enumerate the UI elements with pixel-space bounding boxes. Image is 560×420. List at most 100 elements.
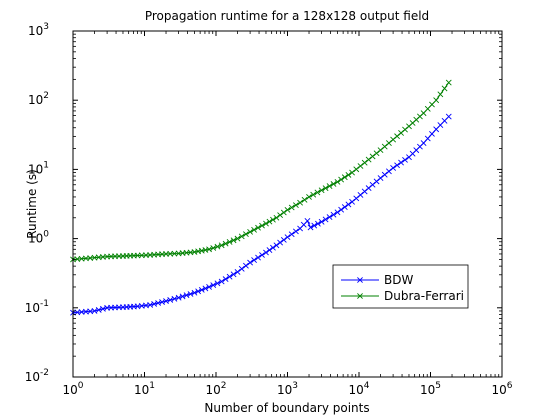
data-point — [266, 218, 273, 225]
data-point — [310, 191, 317, 198]
data-point — [297, 199, 304, 206]
series-1 — [70, 113, 452, 316]
plot-frame — [72, 30, 503, 378]
data-point — [214, 280, 221, 287]
data-point — [234, 235, 241, 242]
data-point — [191, 289, 198, 296]
data-point — [273, 242, 280, 249]
data-point — [318, 218, 325, 225]
data-point — [91, 308, 98, 314]
data-point — [385, 168, 392, 175]
data-point — [187, 291, 194, 297]
data-point — [314, 189, 321, 196]
x-tick-label: 100 — [62, 381, 83, 397]
data-point — [206, 246, 212, 253]
data-point — [441, 85, 448, 92]
legend-item: BDW — [341, 273, 413, 287]
data-point — [292, 202, 299, 209]
data-point — [198, 286, 205, 293]
data-point — [266, 247, 273, 254]
data-point — [218, 242, 225, 249]
data-point — [195, 288, 202, 295]
data-point — [385, 140, 392, 146]
y-tick-label: 10-1 — [25, 299, 49, 315]
x-tick-label: 106 — [491, 381, 512, 397]
data-point — [357, 163, 364, 169]
data-point — [398, 159, 404, 166]
data-point — [179, 293, 186, 300]
data-point — [247, 228, 254, 235]
data-point — [259, 222, 265, 229]
data-point — [353, 195, 360, 202]
data-point — [183, 292, 190, 299]
data-point — [349, 169, 355, 176]
data-point — [433, 97, 440, 104]
data-point — [251, 257, 257, 263]
y-axis-label: Runtime (s) — [25, 169, 39, 239]
legend-box — [332, 264, 469, 309]
data-point — [238, 265, 245, 272]
data-point — [334, 178, 341, 185]
data-point — [338, 176, 345, 183]
chart-title: Propagation runtime for a 128x128 output… — [145, 9, 429, 23]
data-point — [420, 140, 427, 147]
data-point — [307, 224, 314, 231]
data-point — [398, 129, 404, 136]
data-point — [394, 133, 400, 140]
legend-item: Dubra-Ferrari — [341, 289, 464, 303]
x-tick-label: 105 — [420, 381, 441, 397]
data-point — [311, 222, 318, 229]
data-point — [251, 226, 257, 233]
legend-marker — [357, 293, 363, 299]
legend: BDW Dubra-Ferrari — [332, 264, 469, 309]
data-point — [445, 113, 452, 120]
data-point — [353, 166, 360, 173]
data-point — [255, 254, 261, 261]
data-point — [292, 228, 299, 235]
data-point — [255, 224, 261, 231]
data-point — [345, 201, 352, 208]
data-point — [175, 294, 182, 301]
data-point — [322, 185, 329, 192]
data-point — [206, 284, 212, 290]
data-point — [270, 216, 276, 223]
data-point — [349, 198, 355, 205]
data-point — [247, 259, 254, 266]
data-point — [373, 150, 380, 157]
series-layer — [70, 79, 452, 316]
data-point — [288, 231, 295, 238]
y-tick-label: 102 — [28, 91, 49, 107]
data-point — [259, 252, 265, 258]
data-point — [163, 298, 169, 305]
data-point — [234, 269, 241, 275]
data-point — [402, 126, 408, 133]
y-tick-label: 103 — [28, 22, 49, 38]
data-point — [377, 147, 384, 154]
plot-area — [73, 31, 502, 377]
data-point — [394, 162, 400, 169]
data-point — [218, 278, 225, 285]
data-point — [322, 216, 329, 223]
data-point — [284, 206, 291, 213]
data-point — [330, 211, 337, 218]
legend-items: BDW Dubra-Ferrari — [341, 273, 464, 303]
data-point — [171, 295, 178, 302]
data-point — [263, 249, 269, 256]
data-point — [273, 214, 280, 221]
data-point — [357, 191, 364, 198]
y-tick-label: 10-2 — [25, 368, 49, 384]
data-point — [402, 156, 408, 163]
data-point — [341, 174, 348, 181]
data-point — [437, 91, 444, 98]
data-point — [341, 204, 348, 210]
legend-label: Dubra-Ferrari — [384, 289, 464, 303]
data-point — [338, 206, 345, 213]
data-point — [230, 237, 237, 244]
data-point — [242, 262, 249, 269]
data-point — [167, 297, 174, 303]
data-point — [301, 196, 308, 203]
data-point — [369, 153, 376, 160]
data-point — [424, 135, 431, 142]
data-point — [210, 245, 217, 251]
